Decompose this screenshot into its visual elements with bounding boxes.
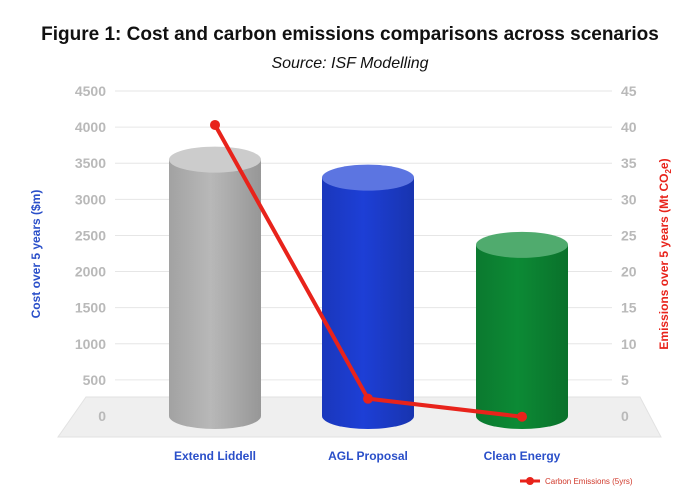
y-tick-label: 4500 [75, 83, 106, 99]
y2-tick-label: 40 [621, 119, 637, 135]
x-tick-label: AGL Proposal [328, 449, 408, 463]
cylinder-bar [322, 177, 414, 429]
emissions-point [363, 393, 373, 404]
emissions-point [210, 119, 220, 130]
y2-tick-label: 20 [621, 264, 637, 280]
cylinder-top [476, 231, 568, 258]
chart-subtitle: Source: ISF Modelling [271, 55, 429, 72]
emissions-point [517, 411, 527, 422]
y-tick-label: 0 [98, 408, 106, 424]
y2-tick-label: 15 [621, 300, 637, 316]
y2-axis-title-subscript: 2 [664, 169, 673, 174]
cylinder-bar [476, 244, 568, 429]
y-tick-label: 2000 [75, 264, 106, 280]
y-tick-label: 1500 [75, 300, 106, 316]
y2-tick-label: 25 [621, 227, 637, 243]
y-axis-title: Cost over 5 years ($m) [29, 190, 43, 319]
y-tick-label: 3000 [75, 191, 106, 207]
cylinder-bar [169, 159, 261, 429]
y2-axis-title-part: e) [657, 158, 671, 169]
y-tick-label: 4000 [75, 119, 106, 135]
y2-tick-label: 10 [621, 336, 637, 352]
x-tick-label: Extend Liddell [174, 449, 256, 463]
y2-tick-label: 45 [621, 83, 637, 99]
y-tick-label: 500 [83, 372, 107, 388]
y-tick-label: 3500 [75, 155, 106, 171]
y2-axis-title: Emissions over 5 years (Mt CO2e) [657, 158, 673, 349]
y2-tick-label: 5 [621, 372, 629, 388]
legend-marker [526, 477, 534, 485]
y-tick-label: 2500 [75, 227, 106, 243]
y2-tick-label: 30 [621, 191, 637, 207]
y2-axis-title-part: Emissions over 5 years (Mt CO [657, 174, 671, 350]
y-tick-label: 1000 [75, 336, 106, 352]
x-tick-label: Clean Energy [484, 449, 561, 463]
y2-tick-label: 35 [621, 155, 637, 171]
y2-tick-label: 0 [621, 408, 629, 424]
cylinder-top [322, 164, 414, 191]
cylinder-top [169, 146, 261, 173]
chart-title: Figure 1: Cost and carbon emissions comp… [41, 24, 659, 45]
legend-label: Carbon Emissions (5yrs) [545, 477, 633, 486]
